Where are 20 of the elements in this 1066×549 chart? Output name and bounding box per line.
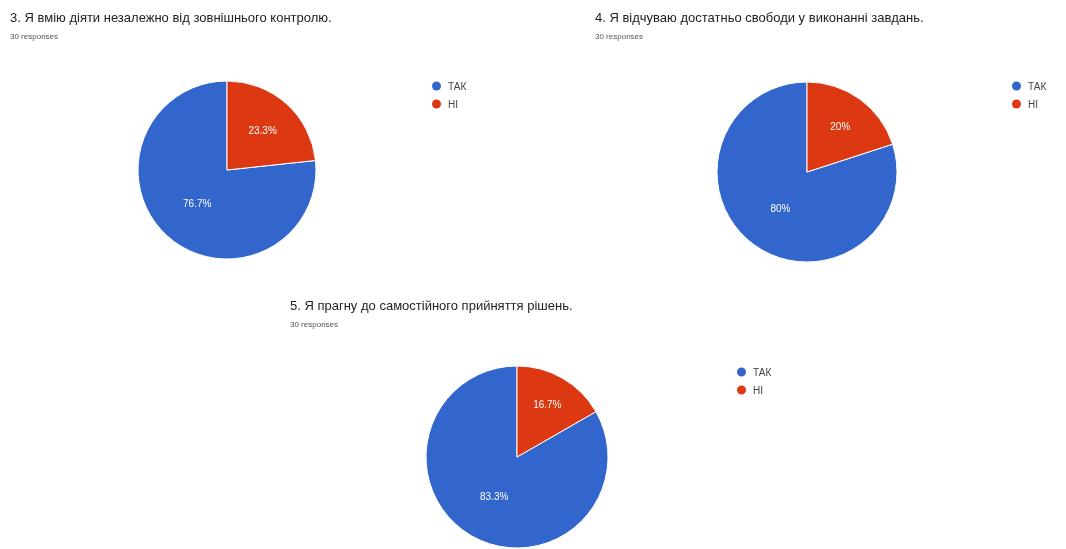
- data-label: 20%: [830, 120, 851, 132]
- data-label: 16.7%: [533, 399, 562, 411]
- data-label: 23.3%: [248, 124, 277, 136]
- text: 30 responses: [10, 32, 59, 41]
- legend-label: НІ: [1028, 99, 1038, 110]
- pie-slice: [716, 81, 898, 263]
- legend-label: НІ: [753, 385, 763, 396]
- pie-slice: [137, 80, 317, 260]
- chart-title: 5. Я прагну до самостійного прийняття рішень.: [290, 298, 573, 313]
- legend-label: НІ: [448, 99, 458, 110]
- legend-label: ТАК: [448, 81, 467, 92]
- legend-label: ТАК: [1028, 81, 1047, 92]
- data-label: 76.7%: [183, 197, 212, 209]
- data-label: 80%: [770, 202, 791, 214]
- text: 30 responses: [290, 320, 339, 329]
- chart-title: 4. Я відчуваю достатньо свободи у виконанні завдань.: [595, 10, 924, 25]
- chart-title: 3. Я вмію діяти незалежно від зовнішнього контролю.: [10, 10, 332, 25]
- legend-label: ТАК: [753, 367, 772, 378]
- data-label: 83.3%: [479, 490, 509, 502]
- text: 30 responses: [595, 32, 644, 41]
